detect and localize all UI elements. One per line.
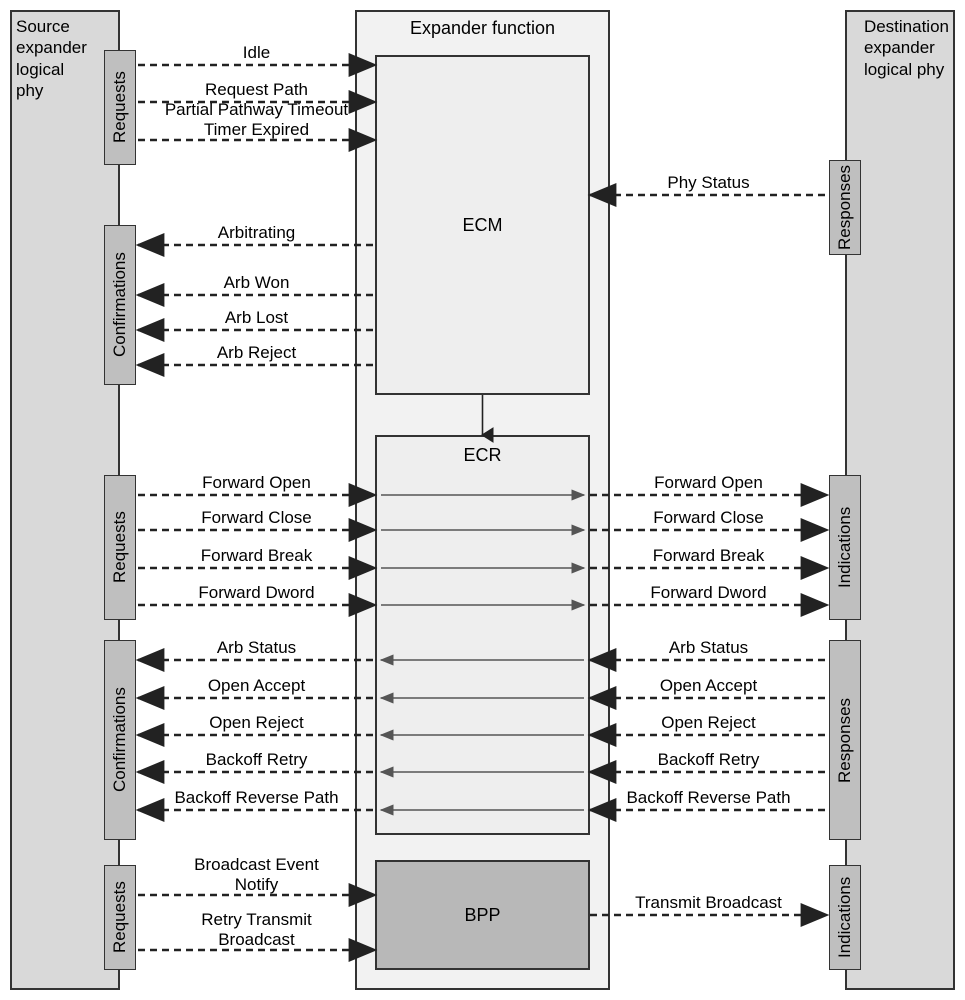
left-sidebox-4: Requests [104,865,136,970]
right-sidebox-0: Responses [829,160,861,255]
arrow-label: Open Accept [589,676,829,696]
arrow-label: Broadcast Event Notify [137,855,377,894]
arrow-label: Forward Dword [137,583,377,603]
arrow-label: Idle [137,43,377,63]
arrow-label: Forward Break [137,546,377,566]
right-sidebox-3: Indications [829,865,861,970]
left-sidebox-0: Requests [104,50,136,165]
arrow-label: Phy Status [589,173,829,193]
left-sidebox-2: Requests [104,475,136,620]
arrow-label: Backoff Reverse Path [137,788,377,808]
arrow-label: Arbitrating [137,223,377,243]
arrows-layer [0,0,965,1000]
arrow-label: Backoff Retry [137,750,377,770]
arrow-label: Arb Status [137,638,377,658]
arrow-label: Request Path [137,80,377,100]
arrow-label: Forward Open [589,473,829,493]
arrow-label: Backoff Reverse Path [589,788,829,808]
left-sidebox-1: Confirmations [104,225,136,385]
arrow-label: Open Reject [589,713,829,733]
arrow-label: Forward Close [589,508,829,528]
arrow-label: Backoff Retry [589,750,829,770]
arrow-label: Arb Status [589,638,829,658]
left-sidebox-3: Confirmations [104,640,136,840]
arrow-label: Open Accept [137,676,377,696]
arrow-label: Arb Won [137,273,377,293]
arrow-label: Forward Open [137,473,377,493]
arrow-label: Retry Transmit Broadcast [137,910,377,949]
arrow-label: Forward Close [137,508,377,528]
arrow-label: Forward Dword [589,583,829,603]
arrow-label: Arb Lost [137,308,377,328]
arrow-label: Arb Reject [137,343,377,363]
arrow-label: Open Reject [137,713,377,733]
arrow-label: Forward Break [589,546,829,566]
arrow-label: Partial Pathway Timeout Timer Expired [137,100,377,139]
arrow-label: Transmit Broadcast [589,893,829,913]
right-sidebox-2: Responses [829,640,861,840]
right-sidebox-1: Indications [829,475,861,620]
